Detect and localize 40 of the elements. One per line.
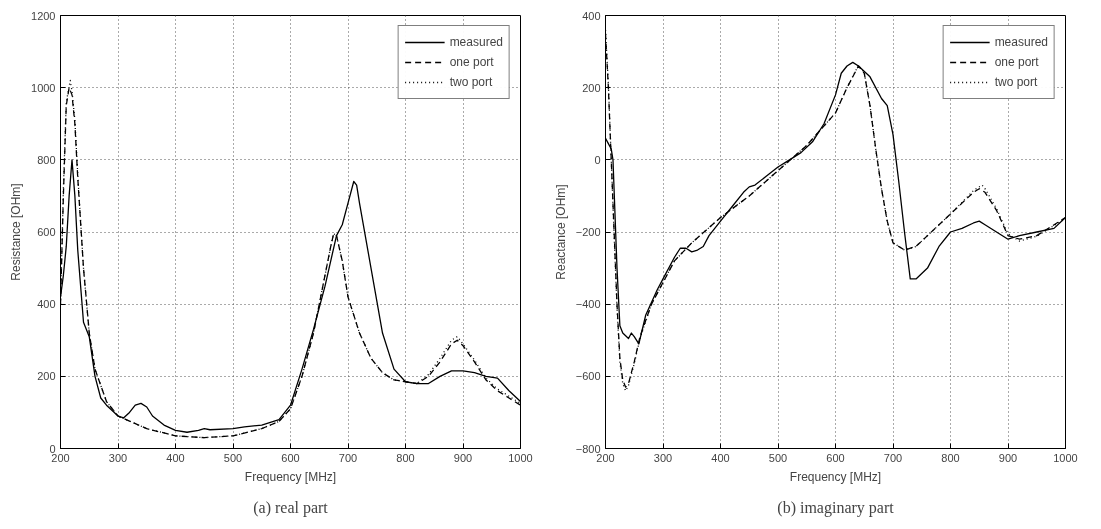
y-tick-label: 800 xyxy=(37,153,56,166)
y-tick-label: −400 xyxy=(575,298,601,311)
y-tick-label: 400 xyxy=(582,9,601,22)
x-tick-label: 800 xyxy=(941,451,960,464)
legend-label: two port xyxy=(994,75,1038,89)
x-tick-label: 800 xyxy=(396,451,415,464)
legend-label: two port xyxy=(449,75,493,89)
x-axis-title: Frequency [MHz] xyxy=(244,469,337,484)
x-tick-label: 300 xyxy=(653,451,673,464)
y-tick-label: 400 xyxy=(37,298,56,311)
legend-label: measured xyxy=(994,35,1048,49)
legend-label: one port xyxy=(449,55,494,69)
x-axis-title: Frequency [MHz] xyxy=(789,469,882,484)
text: (b) imaginary part xyxy=(777,498,895,517)
y-tick-label: 1000 xyxy=(31,81,56,94)
text: (a) real part xyxy=(253,498,329,517)
y-tick-label: 0 xyxy=(594,153,601,166)
y-tick-label: 1200 xyxy=(31,9,56,22)
y-tick-label: 200 xyxy=(37,370,56,383)
x-tick-label: 300 xyxy=(108,451,128,464)
x-tick-label: 900 xyxy=(453,451,473,464)
x-tick-label: 600 xyxy=(826,451,845,464)
x-tick-label: 600 xyxy=(281,451,300,464)
y-tick-label: −200 xyxy=(575,226,601,238)
x-tick-label: 1000 xyxy=(508,451,533,464)
legend-label: one port xyxy=(994,55,1039,69)
legend-label: measured xyxy=(449,35,503,49)
x-tick-label: 900 xyxy=(998,451,1018,464)
y-tick-label: 600 xyxy=(37,226,56,238)
x-tick-label: 500 xyxy=(223,451,243,464)
x-tick-label: 700 xyxy=(883,451,903,464)
x-tick-label: 500 xyxy=(768,451,788,464)
y-axis-title: Reactance [OHm] xyxy=(553,184,568,280)
y-tick-label: −600 xyxy=(575,370,601,383)
y-tick-label: 200 xyxy=(582,81,601,94)
y-axis-title: Resistance [OHm] xyxy=(9,183,24,281)
x-tick-label: 400 xyxy=(711,451,730,464)
x-tick-label: 700 xyxy=(338,451,358,464)
x-tick-label: 1000 xyxy=(1053,451,1078,464)
x-tick-label: 400 xyxy=(166,451,185,464)
